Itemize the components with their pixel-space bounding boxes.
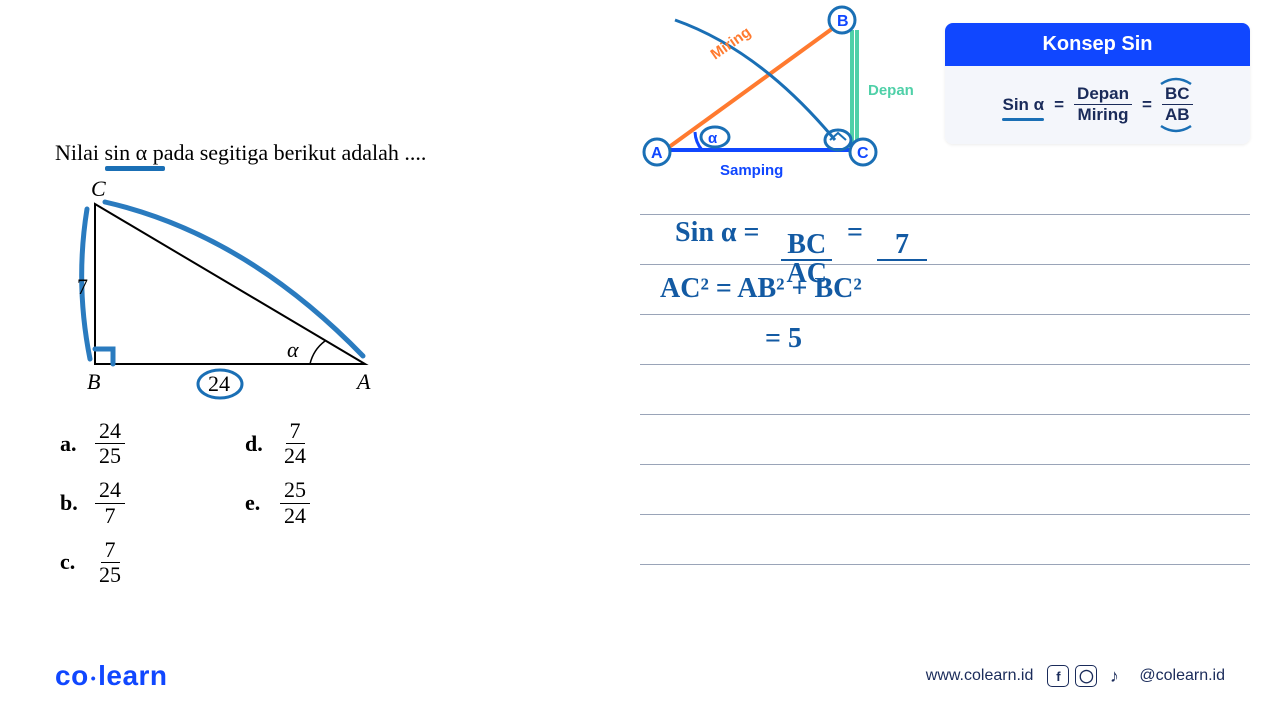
option-a-label: a. xyxy=(60,431,80,457)
concept-samping-label: Samping xyxy=(720,162,783,179)
concept-formula: Sin α = Depan Miring = BC AB xyxy=(945,66,1250,144)
sin-underline xyxy=(105,166,165,171)
instagram-icon: ◯ xyxy=(1075,665,1097,687)
concept-frac1-num: Depan xyxy=(1074,84,1132,105)
concept-lhs: Sin α xyxy=(1002,95,1044,115)
option-e-num: 25 xyxy=(280,478,310,503)
angle-alpha: α xyxy=(287,337,299,362)
option-d-label: d. xyxy=(245,431,265,457)
option-d-num: 7 xyxy=(286,419,305,444)
concept-title: Konsep Sin xyxy=(945,23,1250,66)
work-line1-prefix: Sin α = xyxy=(675,217,760,248)
option-e-label: e. xyxy=(245,490,265,516)
concept-frac1-den: Miring xyxy=(1078,105,1129,125)
option-b-den: 7 xyxy=(101,504,120,528)
footer: co•learn www.colearn.id f ◯ ♪ @colearn.i… xyxy=(0,660,1280,692)
work-line3: = 5 xyxy=(765,323,802,355)
concept-depan-label: Depan xyxy=(868,82,914,99)
social-icons: f ◯ ♪ xyxy=(1047,665,1125,687)
question-panel: Nilai sin α pada segitiga berikut adalah… xyxy=(55,140,595,597)
concept-alpha: α xyxy=(708,130,718,147)
option-a: a. 2425 xyxy=(60,419,125,468)
tiktok-icon: ♪ xyxy=(1103,665,1125,687)
option-b-label: b. xyxy=(60,490,80,516)
option-d: d. 724 xyxy=(245,419,310,468)
vertex-c: C xyxy=(91,176,106,201)
equals-2: = xyxy=(1142,95,1152,115)
option-e: e. 2524 xyxy=(245,478,310,527)
question-triangle: C B A 7 24 α xyxy=(65,174,395,404)
option-a-num: 24 xyxy=(95,419,125,444)
equals-1: = xyxy=(1054,95,1064,115)
question-text: Nilai sin α pada segitiga berikut adalah… xyxy=(55,140,595,166)
side-left: 7 xyxy=(77,274,88,299)
notebook-area: Sin α = BC AC = 7 AC² = AB² + BC² = 5 xyxy=(640,195,1250,565)
option-b-num: 24 xyxy=(95,478,125,503)
logo-part2: learn xyxy=(98,660,167,691)
footer-handle: @colearn.id xyxy=(1139,667,1225,685)
option-a-den: 25 xyxy=(95,444,125,468)
footer-right: www.colearn.id f ◯ ♪ @colearn.id xyxy=(926,665,1225,687)
option-d-den: 24 xyxy=(280,444,310,468)
facebook-icon: f xyxy=(1047,665,1069,687)
option-c-den: 25 xyxy=(95,563,125,587)
option-c-label: c. xyxy=(60,549,80,575)
option-c: c. 725 xyxy=(60,538,125,587)
logo-part1: co xyxy=(55,660,89,691)
concept-frac2-den: AB xyxy=(1165,105,1190,125)
work-line1-f2num: 7 xyxy=(877,232,927,261)
concept-vertex-c: C xyxy=(857,145,869,162)
option-c-num: 7 xyxy=(101,538,120,563)
footer-url: www.colearn.id xyxy=(926,667,1034,685)
work-line2: AC² = AB² + BC² xyxy=(660,273,862,305)
concept-box: Konsep Sin Sin α = Depan Miring = BC AB xyxy=(945,23,1250,144)
vertex-b: B xyxy=(87,369,100,394)
concept-diagram: A B C α Miring Depan Samping xyxy=(640,5,940,190)
side-bottom: 24 xyxy=(208,371,230,396)
concept-vertex-b: B xyxy=(837,13,849,30)
concept-vertex-a: A xyxy=(651,145,663,162)
work-line1-f1num: BC xyxy=(781,232,832,261)
concept-frac2-num: BC xyxy=(1162,84,1193,105)
work-line1-eq: = xyxy=(847,217,863,248)
option-b: b. 247 xyxy=(60,478,125,527)
question-text-content: Nilai sin α pada segitiga berikut adalah… xyxy=(55,140,426,165)
options-list: a. 2425 d. 724 b. 247 e. 2524 c. 725 xyxy=(60,419,595,587)
brand-logo: co•learn xyxy=(55,660,168,692)
vertex-a: A xyxy=(355,369,371,394)
option-e-den: 24 xyxy=(280,504,310,528)
